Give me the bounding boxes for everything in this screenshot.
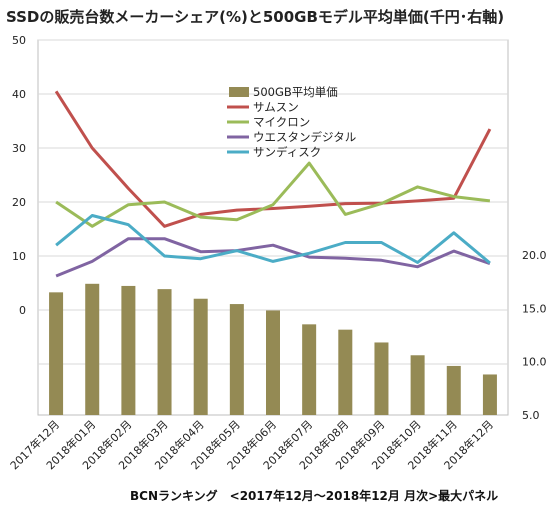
price-bar: [302, 324, 317, 415]
left-tick-label: 50: [12, 34, 26, 47]
right-tick-label: 20.0: [522, 249, 547, 262]
series-line: [55, 214, 491, 265]
left-tick-label: 0: [19, 304, 26, 317]
legend-label: ウエスタンデジタル: [253, 130, 356, 144]
price-bar: [338, 329, 353, 415]
price-bar: [157, 289, 172, 415]
left-tick-label: 10: [12, 250, 26, 263]
left-tick-label: 20: [12, 196, 26, 209]
price-bar: [482, 374, 497, 415]
price-bar: [266, 310, 280, 415]
left-tick-label: 30: [12, 142, 26, 155]
series-line: [55, 161, 491, 228]
right-tick-label: 10.0: [522, 356, 547, 369]
left-label-mask: [2, 324, 34, 398]
price-bar: [374, 342, 389, 415]
price-bar: [193, 298, 208, 415]
right-tick-label: 15.0: [522, 302, 547, 315]
series-line: [55, 237, 491, 278]
price-bar: [410, 355, 425, 415]
left-tick-label: 40: [12, 88, 26, 101]
legend-swatch: [229, 87, 249, 97]
chart-title: SSDの販売台数メーカーシェア(%)と500GBモデル平均単価(千円･右軸): [6, 8, 504, 26]
legend-label: サンディスク: [253, 145, 321, 159]
price-bar: [49, 292, 64, 415]
chart-footer: BCNランキング <2017年12月～2018年12月 月次>最大パネル: [130, 488, 498, 503]
price-bar: [121, 285, 136, 415]
plot-area: 5040302010020.015.010.05.02017年12月2018年0…: [2, 34, 547, 472]
legend-label: マイクロン: [253, 115, 310, 129]
price-bar: [229, 304, 244, 415]
price-bar: [85, 283, 100, 415]
legend-label: サムスン: [253, 100, 299, 114]
legend-label: 500GB平均単価: [253, 85, 338, 99]
series-line: [54, 90, 492, 228]
right-tick-label: 5.0: [522, 409, 540, 422]
price-bar: [446, 365, 461, 415]
